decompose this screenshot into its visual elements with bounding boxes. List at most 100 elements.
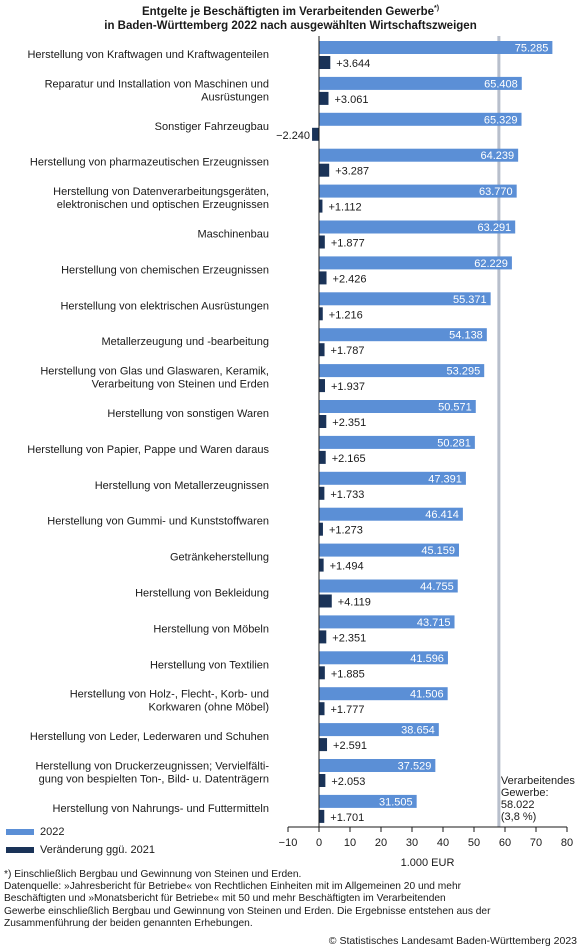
bar-change bbox=[319, 738, 328, 752]
source-line: Zusammenführung der beiden genannten Erh… bbox=[4, 917, 253, 929]
title-line-1: Entgelte je Beschäftigten im Verarbeiten… bbox=[141, 5, 434, 18]
bar-2022 bbox=[319, 435, 475, 449]
bar-change-label: +1.877 bbox=[331, 238, 365, 250]
reference-label: 58.022 bbox=[501, 799, 535, 811]
bar-2022 bbox=[319, 579, 458, 593]
bar-2022 bbox=[319, 687, 448, 701]
bar-change bbox=[319, 56, 331, 69]
category-label: Herstellung von Gummi- und Kunststoffwar… bbox=[47, 516, 269, 528]
bar-change bbox=[319, 450, 326, 464]
bar-change-label: +1.937 bbox=[331, 381, 365, 393]
bar-change bbox=[319, 809, 325, 823]
bar-2022-label: 65.329 bbox=[484, 114, 518, 126]
category-label: Ausrüstungen bbox=[201, 91, 269, 103]
footnotes: *) Einschließlich Bergbau und Gewinnung … bbox=[4, 869, 579, 930]
bar-change bbox=[312, 127, 319, 141]
bar-2022 bbox=[319, 220, 516, 234]
bar-2022 bbox=[319, 471, 466, 485]
bar-2022 bbox=[319, 651, 448, 665]
bar-2022-label: 50.571 bbox=[438, 402, 472, 414]
bar-2022 bbox=[319, 41, 553, 54]
chart-title: Entgelte je Beschäftigten im Verarbeiten… bbox=[0, 2, 581, 33]
bar-change-label: +2.053 bbox=[331, 776, 365, 788]
bar-change bbox=[319, 235, 325, 249]
category-label: Herstellung von Glas und Glaswaren, Kera… bbox=[40, 366, 269, 378]
legend-swatch-change bbox=[6, 847, 34, 853]
x-tick-label: 70 bbox=[530, 837, 542, 849]
category-label: Herstellung von Holz-, Flecht-, Korb- un… bbox=[70, 689, 269, 701]
category-label: Herstellung von Kraftwagen und Kraftwage… bbox=[27, 49, 269, 61]
bar-2022 bbox=[319, 543, 459, 557]
reference-line bbox=[497, 36, 501, 827]
category-label: Herstellung von Möbeln bbox=[153, 623, 269, 635]
bar-2022-label: 44.755 bbox=[420, 581, 454, 593]
x-axis-label: 1.000 EUR bbox=[401, 857, 455, 869]
category-label: gung von bespielten Ton-, Bild- u. Daten… bbox=[39, 774, 269, 786]
title-footnote-marker: *) bbox=[434, 5, 440, 12]
x-tick-label: 30 bbox=[406, 837, 418, 849]
category-label: Maschinenbau bbox=[197, 229, 269, 241]
x-tick-label: 60 bbox=[499, 837, 511, 849]
legend-swatch-2022 bbox=[6, 829, 34, 835]
footnote-star: *) Einschließlich Bergbau und Gewinnung … bbox=[4, 869, 302, 880]
bar-2022-label: 75.285 bbox=[515, 43, 549, 55]
category-label: Metallerzeugung und -bearbeitung bbox=[101, 336, 269, 348]
bar-change-label: +3.287 bbox=[335, 166, 369, 178]
x-tick-label: −10 bbox=[279, 837, 298, 849]
bar-2022 bbox=[319, 256, 512, 270]
bar-change-label: +1.216 bbox=[329, 309, 363, 321]
bar-change bbox=[319, 379, 326, 393]
bar-change-label: +2.351 bbox=[332, 417, 366, 429]
bar-2022-label: 47.391 bbox=[428, 473, 462, 485]
bar-2022 bbox=[319, 292, 491, 306]
bar-change bbox=[319, 594, 332, 608]
bar-change-label: +1.701 bbox=[330, 812, 364, 824]
bar-change-label: −2.240 bbox=[276, 130, 310, 142]
bar-2022 bbox=[319, 148, 519, 162]
category-label: Herstellung von Textilien bbox=[150, 659, 269, 671]
bar-2022-label: 50.281 bbox=[437, 437, 471, 449]
bar-2022 bbox=[319, 615, 455, 629]
bar-change bbox=[319, 91, 329, 105]
bar-2022 bbox=[319, 328, 487, 342]
reference-label: (3,8 %) bbox=[501, 811, 536, 823]
bar-change bbox=[319, 163, 330, 177]
category-label: Herstellung von Papier, Pappe und Waren … bbox=[27, 444, 269, 456]
bar-change bbox=[319, 343, 325, 357]
bar-2022 bbox=[319, 112, 522, 126]
bar-change-label: +2.426 bbox=[333, 273, 367, 285]
bar-change-label: +1.885 bbox=[331, 668, 365, 680]
bar-2022 bbox=[319, 76, 522, 90]
bar-change bbox=[319, 630, 327, 644]
x-tick-label: 50 bbox=[468, 837, 480, 849]
x-tick-label: 80 bbox=[561, 837, 573, 849]
bar-change-label: +3.061 bbox=[334, 94, 368, 106]
bar-2022-label: 43.715 bbox=[417, 617, 451, 629]
bar-change bbox=[319, 486, 325, 500]
bar-2022-label: 38.654 bbox=[401, 725, 435, 737]
bar-change bbox=[319, 199, 323, 213]
bar-2022-label: 63.770 bbox=[479, 186, 513, 198]
bar-change-label: +2.591 bbox=[333, 740, 367, 752]
category-label: Herstellung von Druckerzeugnissen; Vervi… bbox=[35, 761, 269, 773]
source-line: Beschäftigten und »Monatsbericht für Bet… bbox=[4, 893, 446, 905]
source-line: Datenquelle: »Jahresbericht für Betriebe… bbox=[4, 881, 461, 893]
bar-change bbox=[319, 558, 324, 572]
bar-2022 bbox=[319, 794, 417, 808]
bar-2022-label: 46.414 bbox=[425, 509, 459, 521]
source-line: Gewerbe einschließlich Bergbau und Gewin… bbox=[4, 905, 491, 917]
x-tick-label: 20 bbox=[375, 837, 387, 849]
x-tick-label: 10 bbox=[344, 837, 356, 849]
category-label: Herstellung von pharmazeutischen Erzeugn… bbox=[30, 157, 269, 169]
title-line-2: in Baden-Württemberg 2022 nach ausgewähl… bbox=[104, 19, 477, 32]
bar-change bbox=[319, 666, 325, 680]
bar-change-label: +1.777 bbox=[331, 704, 365, 716]
bar-change-label: +2.351 bbox=[332, 632, 366, 644]
bar-2022-label: 55.371 bbox=[453, 294, 487, 306]
legend-label-change: Veränderung ggü. 2021 bbox=[40, 844, 155, 856]
bar-change bbox=[319, 522, 323, 536]
bar-2022-label: 54.138 bbox=[449, 330, 483, 342]
category-label: Herstellung von sonstigen Waren bbox=[107, 408, 269, 420]
category-label: Korkwaren (ohne Möbel) bbox=[149, 702, 269, 714]
bar-change bbox=[319, 271, 327, 285]
